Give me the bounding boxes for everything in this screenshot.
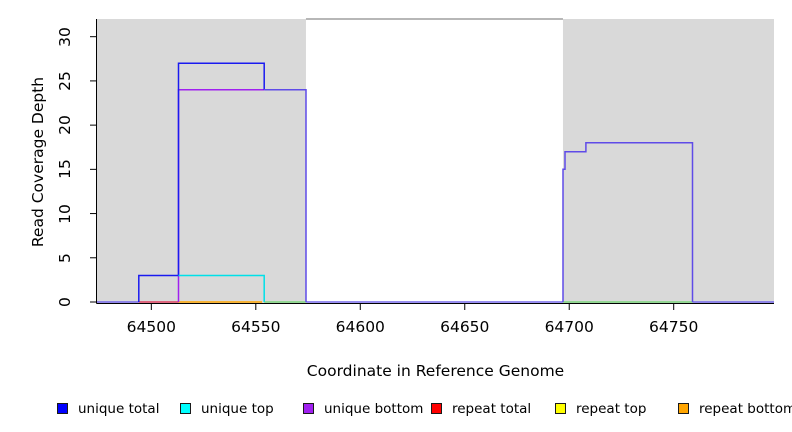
y-axis-title: Read Coverage Depth xyxy=(29,76,47,248)
legend-swatch-unique-bottom xyxy=(303,403,314,414)
y-tick-label: 25 xyxy=(56,71,74,91)
x-tick-label: 64750 xyxy=(649,318,699,336)
legend-label-unique-top: unique top xyxy=(201,400,274,417)
legend-label-repeat-top: repeat top xyxy=(576,400,647,417)
y-tick-label: 10 xyxy=(56,203,74,224)
x-axis-title: Coordinate in Reference Genome xyxy=(306,362,565,380)
legend-label-repeat-bottom: repeat bottom xyxy=(699,400,792,417)
overlap-24-line xyxy=(264,89,307,302)
y-tick-label: 5 xyxy=(56,252,74,263)
legend-swatch-repeat-bottom xyxy=(678,403,689,414)
legend-item-repeat-total: repeat total xyxy=(431,400,531,417)
unique-total-left-block xyxy=(138,62,265,302)
legend-swatch-repeat-total xyxy=(431,403,442,414)
y-tick-label: 0 xyxy=(56,297,74,307)
legend-swatch-repeat-top xyxy=(555,403,566,414)
legend-label-unique-bottom: unique bottom xyxy=(324,400,424,417)
legend-swatch-unique-total xyxy=(57,403,68,414)
x-tick-label: 64700 xyxy=(544,318,594,336)
y-tick-label: 30 xyxy=(56,26,74,47)
legend-item-repeat-top: repeat top xyxy=(555,400,646,417)
legend-label-repeat-total: repeat total xyxy=(452,400,532,417)
legend: unique total unique top unique bottom repea… xyxy=(0,400,792,424)
unique-top-line xyxy=(178,274,265,302)
shaded-region-1 xyxy=(562,19,774,303)
legend-item-unique-total: unique total xyxy=(57,400,159,417)
legend-item-unique-bottom: unique bottom xyxy=(303,400,423,417)
legend-item-repeat-bottom: repeat bottom xyxy=(678,400,792,417)
x-tick-label: 64550 xyxy=(231,318,281,336)
legend-item-unique-top: unique top xyxy=(180,400,274,417)
right-block xyxy=(562,142,694,302)
y-tick-label: 15 xyxy=(56,159,74,180)
x-tick-label: 64500 xyxy=(126,318,176,336)
y-tick-label: 20 xyxy=(56,115,74,135)
x-tick-label: 64600 xyxy=(335,318,385,336)
x-tick-label: 64650 xyxy=(440,318,490,336)
legend-swatch-unique-top xyxy=(180,403,191,414)
shaded-region-0 xyxy=(97,19,306,303)
legend-label-unique-total: unique total xyxy=(78,400,160,417)
